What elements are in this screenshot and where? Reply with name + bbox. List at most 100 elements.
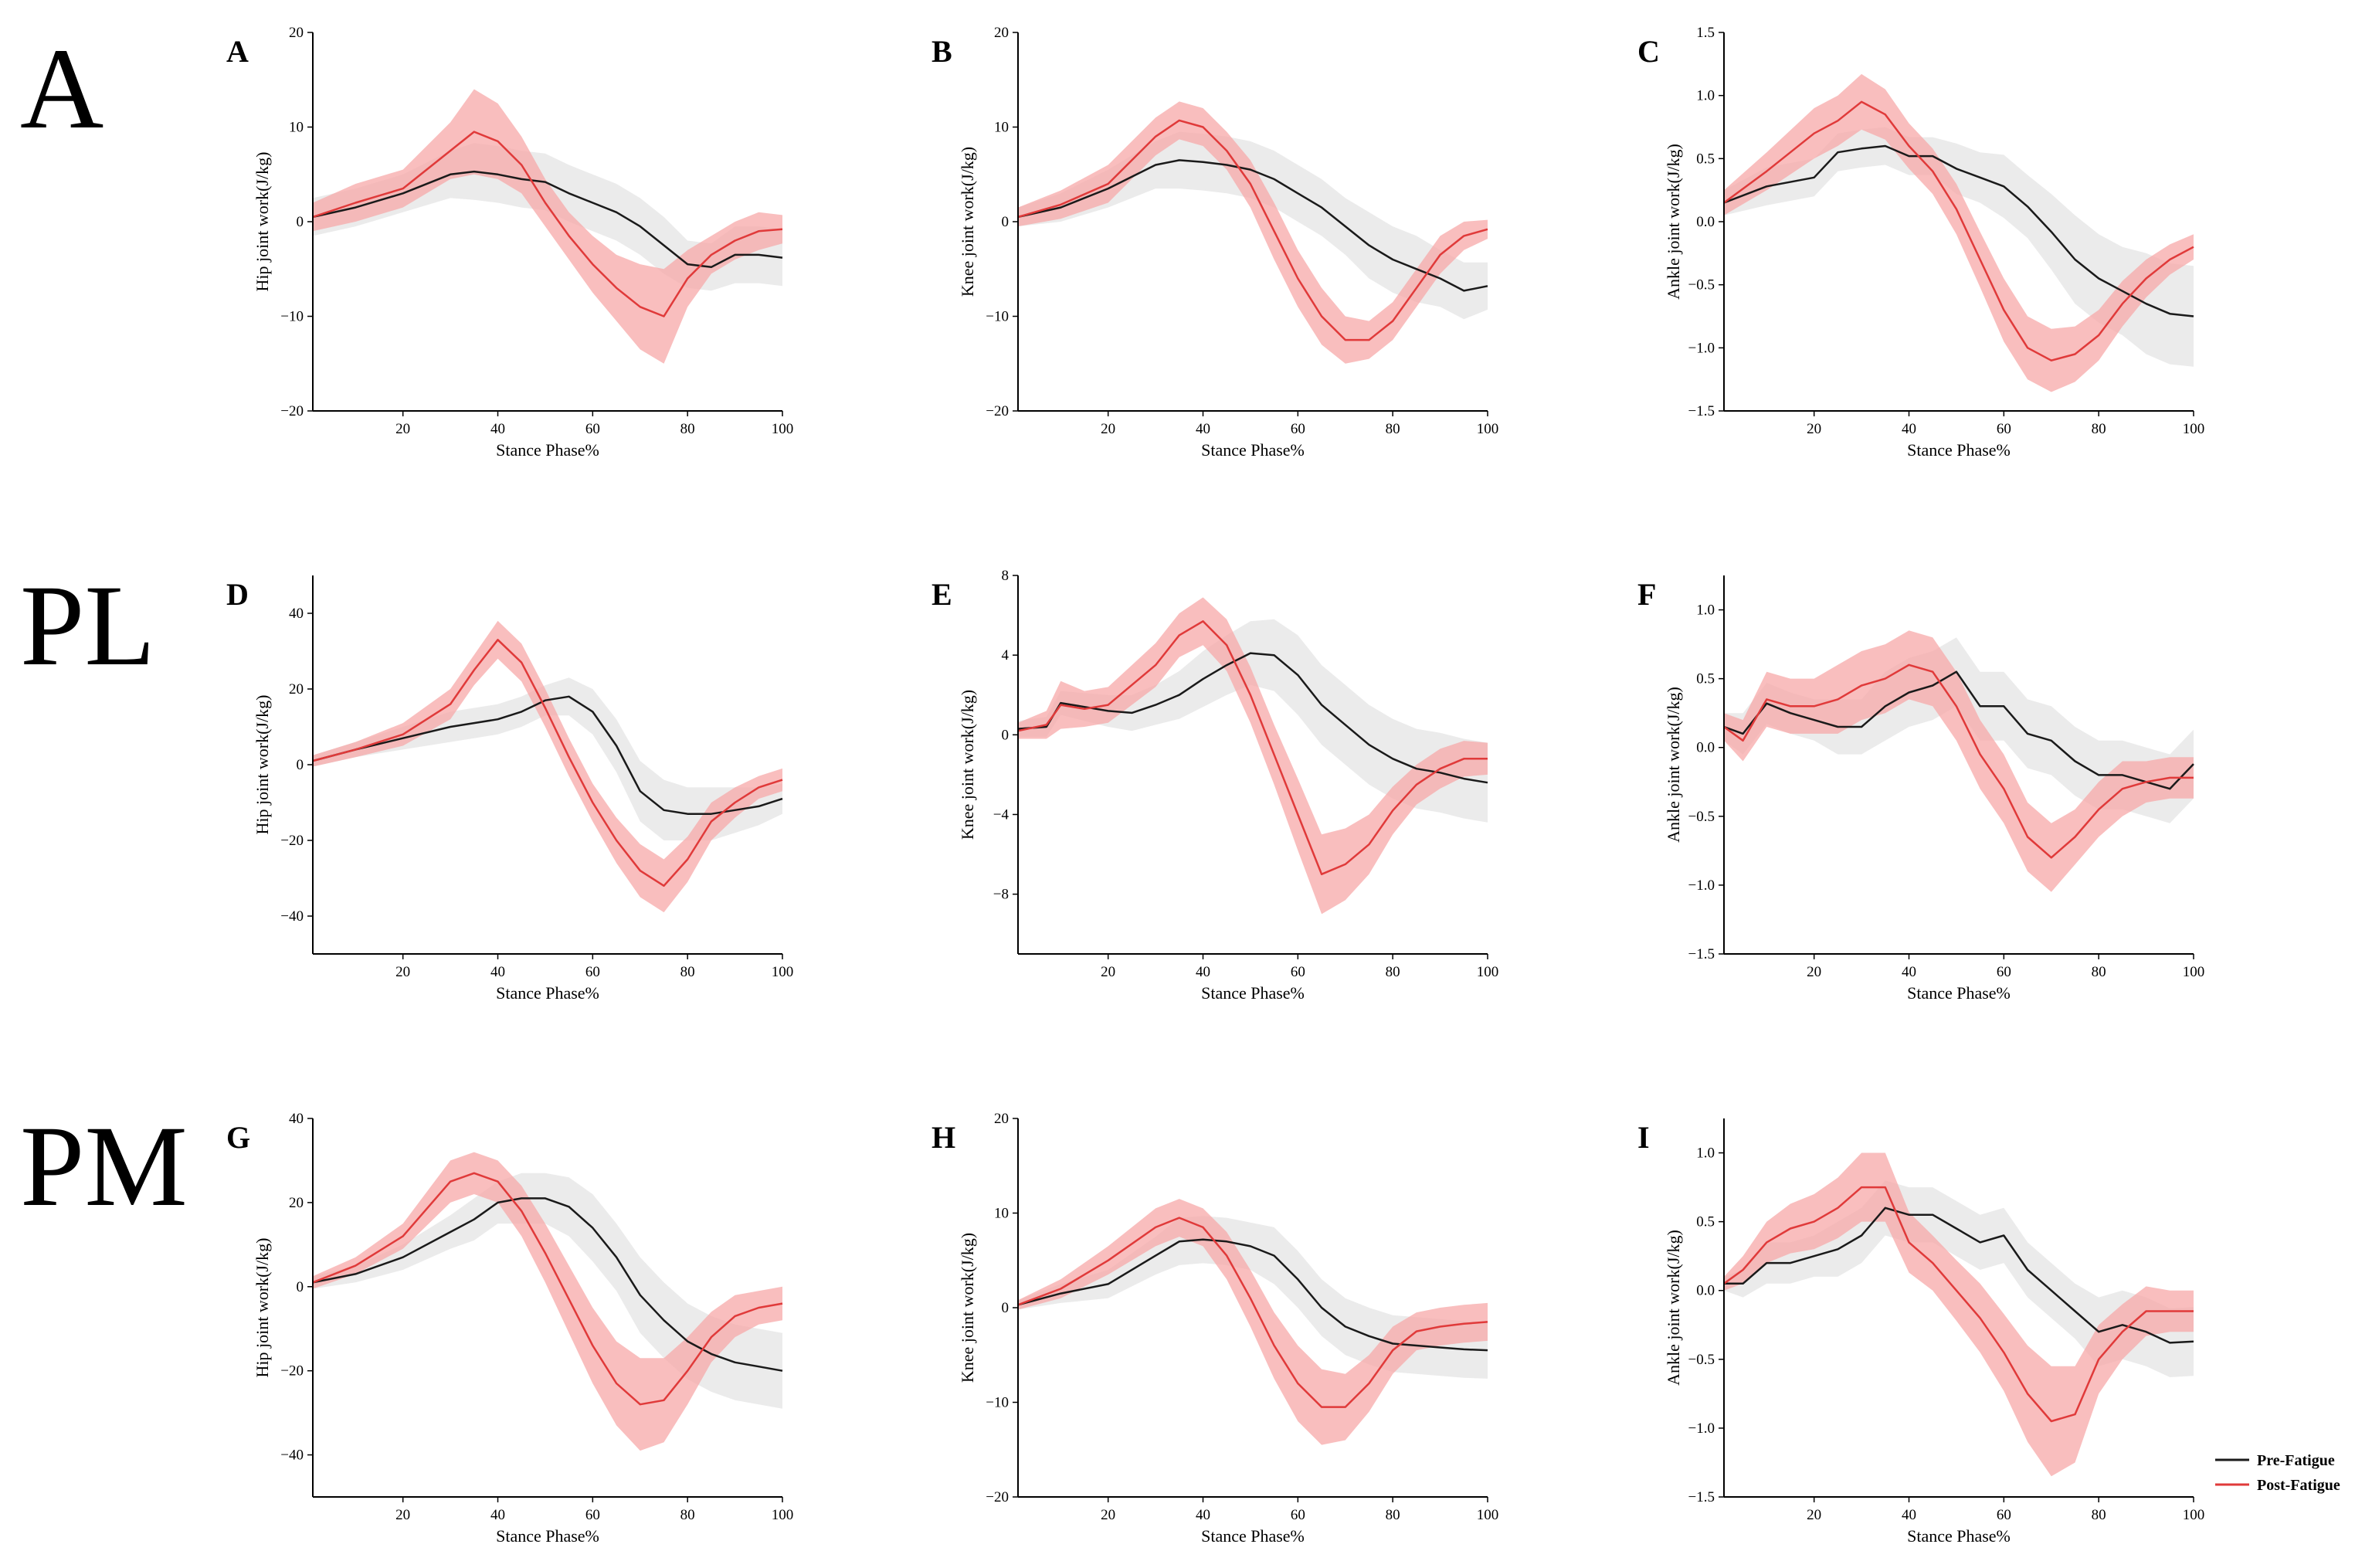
y-tick-label-i: −0.5 <box>1688 1352 1715 1368</box>
x-tick-label-g: 20 <box>395 1507 410 1523</box>
panel-letter-d: D <box>226 577 249 612</box>
panel-letter-e: E <box>931 577 952 612</box>
x-tick-label-c: 60 <box>1997 421 2011 437</box>
y-tick-label-d: −20 <box>280 833 304 849</box>
line-pre-h <box>1017 1238 1488 1352</box>
x-tick-label-i: 100 <box>2183 1507 2205 1523</box>
x-tick-label-e: 20 <box>1101 964 1115 980</box>
x-tick-label-d: 100 <box>772 964 794 980</box>
panel-e: −8 −4 0 4 8 20 40 60 80 100 Stance Phase% Knee join… <box>931 568 1498 1003</box>
band-post-e <box>1018 597 1488 915</box>
x-tick-label-i: 80 <box>2092 1507 2106 1523</box>
y-axis-label-i: Ankle joint work(J/kg) <box>1664 1230 1683 1386</box>
legend: Pre-Fatigue Post-Fatigue <box>2215 1452 2340 1494</box>
panel-letter-i: I <box>1637 1120 1650 1155</box>
x-tick-label-a: 60 <box>585 421 600 437</box>
y-tick-label-d: 0 <box>297 757 304 773</box>
y-tick-label-f: 0.0 <box>1696 740 1715 756</box>
y-tick-label-a: 10 <box>289 120 304 136</box>
line-post-g <box>312 1172 783 1406</box>
y-axis-label-d: Hip joint work(J/kg) <box>253 695 272 835</box>
x-tick-label-h: 100 <box>1477 1507 1499 1523</box>
x-tick-label-f: 40 <box>1902 964 1916 980</box>
y-axis-label-a: Hip joint work(J/kg) <box>253 152 272 292</box>
line-pre-a <box>312 170 783 269</box>
x-tick-label-d: 60 <box>585 964 600 980</box>
y-tick-label-h: 0 <box>1002 1300 1010 1316</box>
band-post-a <box>313 89 782 364</box>
y-tick-label-i: −1.5 <box>1688 1489 1715 1505</box>
x-tick-label-g: 40 <box>490 1507 505 1523</box>
y-tick-label-i: −1.0 <box>1688 1420 1715 1437</box>
panel-c: −1.5 −1.0 −0.5 0.0 0.5 1.0 1.5 20 40 60 80 100 Stanc… <box>1637 25 2204 460</box>
y-tick-label-c: −1.0 <box>1688 340 1715 356</box>
y-tick-label-c: 1.5 <box>1696 25 1715 41</box>
x-tick-label-h: 20 <box>1101 1507 1115 1523</box>
y-tick-label-d: −40 <box>280 908 304 925</box>
y-tick-label-e: −8 <box>993 887 1009 903</box>
x-tick-label-f: 100 <box>2183 964 2205 980</box>
line-pre-c <box>1723 144 2194 317</box>
y-tick-label-a: 20 <box>289 25 304 41</box>
line-post-e <box>1017 620 1488 876</box>
panel-f: −1.5 −1.0 −0.5 0.0 0.5 1.0 20 40 60 80 100 Stance P… <box>1637 575 2204 1003</box>
line-post-f <box>1723 664 2194 859</box>
panel-d: −40 −20 0 20 40 20 40 60 80 100 Stance Phase% Hip j… <box>226 575 793 1003</box>
x-axis-label-d: Stance Phase% <box>496 983 599 1003</box>
y-tick-label-g: 0 <box>297 1279 304 1295</box>
row-label-a: A <box>20 25 104 153</box>
line-post-a <box>312 131 783 317</box>
band-post-i <box>1724 1152 2194 1477</box>
band-pre-e <box>1018 619 1488 823</box>
x-tick-label-a: 100 <box>772 421 794 437</box>
line-post-h <box>1017 1217 1488 1408</box>
line-pre-b <box>1017 159 1488 292</box>
x-tick-label-e: 80 <box>1386 964 1400 980</box>
panel-b: −20 −10 0 10 20 20 40 60 80 100 Stance Phase% Knee … <box>931 25 1498 460</box>
x-tick-label-b: 60 <box>1291 421 1305 437</box>
y-tick-label-i: 1.0 <box>1696 1145 1715 1162</box>
x-tick-label-f: 20 <box>1807 964 1821 980</box>
y-tick-label-f: −1.5 <box>1688 946 1715 962</box>
x-tick-label-b: 100 <box>1477 421 1499 437</box>
y-tick-label-g: 20 <box>289 1195 304 1211</box>
y-tick-label-h: 10 <box>994 1206 1009 1222</box>
y-tick-label-c: 0.5 <box>1696 151 1715 167</box>
y-axis-label-g: Hip joint work(J/kg) <box>253 1238 272 1378</box>
x-tick-label-e: 100 <box>1477 964 1499 980</box>
y-tick-label-b: −10 <box>986 309 1009 325</box>
panel-letter-h: H <box>931 1120 955 1155</box>
y-axis-label-h: Knee joint work(J/kg) <box>958 1233 977 1383</box>
line-pre-f <box>1723 670 2194 790</box>
y-tick-label-c: −0.5 <box>1688 277 1715 294</box>
x-tick-label-a: 40 <box>490 421 505 437</box>
y-tick-label-f: −0.5 <box>1688 809 1715 825</box>
y-tick-label-i: 0.0 <box>1696 1283 1715 1299</box>
x-axis-label-h: Stance Phase% <box>1201 1526 1305 1546</box>
y-tick-label-c: 0.0 <box>1696 214 1715 230</box>
x-tick-label-d: 80 <box>680 964 695 980</box>
y-tick-label-a: 0 <box>297 214 304 230</box>
x-tick-label-g: 100 <box>772 1507 794 1523</box>
y-tick-label-c: −1.5 <box>1688 403 1715 419</box>
y-axis-label-b: Knee joint work(J/kg) <box>958 147 977 297</box>
line-post-c <box>1723 100 2194 361</box>
band-post-d <box>313 620 782 913</box>
line-pre-i <box>1724 1207 2194 1344</box>
x-tick-label-c: 40 <box>1902 421 1916 437</box>
x-axis-label-e: Stance Phase% <box>1201 983 1305 1003</box>
x-axis-label-i: Stance Phase% <box>1907 1526 2011 1546</box>
y-tick-label-f: 0.5 <box>1696 671 1715 687</box>
y-tick-label-h: 20 <box>994 1111 1009 1127</box>
x-tick-label-h: 60 <box>1291 1507 1305 1523</box>
band-pre-c <box>1724 127 2194 367</box>
x-tick-label-f: 60 <box>1997 964 2011 980</box>
y-tick-label-h: −10 <box>986 1395 1009 1411</box>
y-tick-label-a: −20 <box>280 403 304 419</box>
panel-letter-f: F <box>1637 577 1656 612</box>
y-tick-label-e: 8 <box>1002 568 1010 584</box>
y-tick-label-h: −20 <box>986 1489 1009 1505</box>
x-tick-label-d: 40 <box>490 964 505 980</box>
panel-letter-g: G <box>226 1120 250 1155</box>
line-post-i <box>1723 1186 2194 1423</box>
